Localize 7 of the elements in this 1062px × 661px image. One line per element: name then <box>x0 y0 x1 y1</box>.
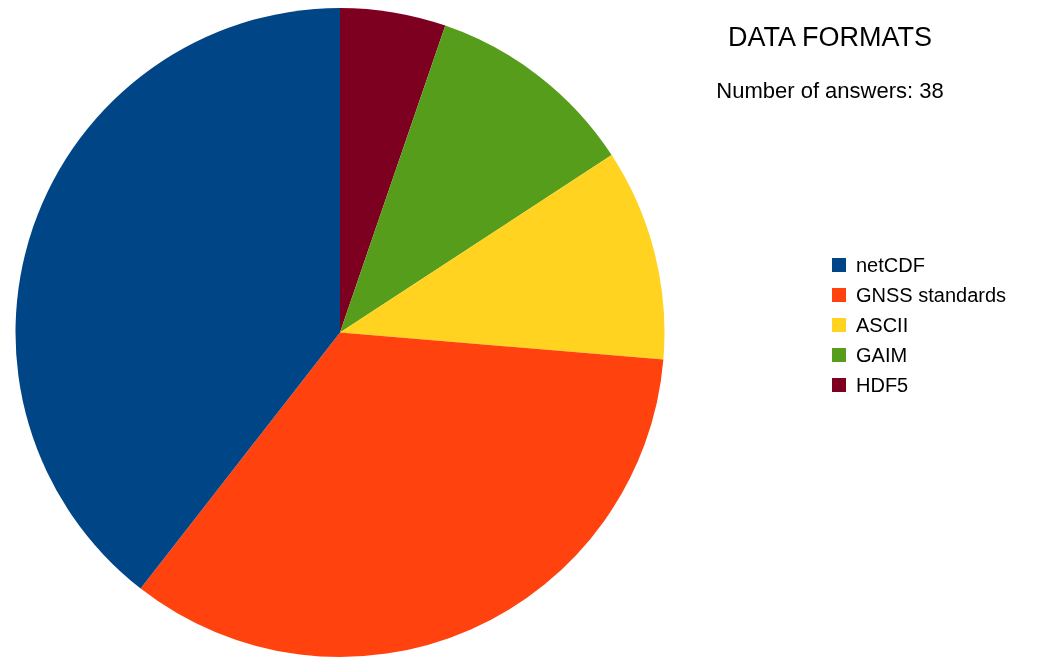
legend-label: GNSS standards <box>856 283 1007 307</box>
legend-label: netCDF <box>856 253 925 277</box>
text: Number of answers: 38 <box>715 78 945 104</box>
legend-label: HDF5 <box>856 373 909 397</box>
text: DATA FORMATS <box>727 22 933 53</box>
legend-label: ASCII <box>856 313 909 337</box>
legend-label: GAIM <box>856 343 908 367</box>
